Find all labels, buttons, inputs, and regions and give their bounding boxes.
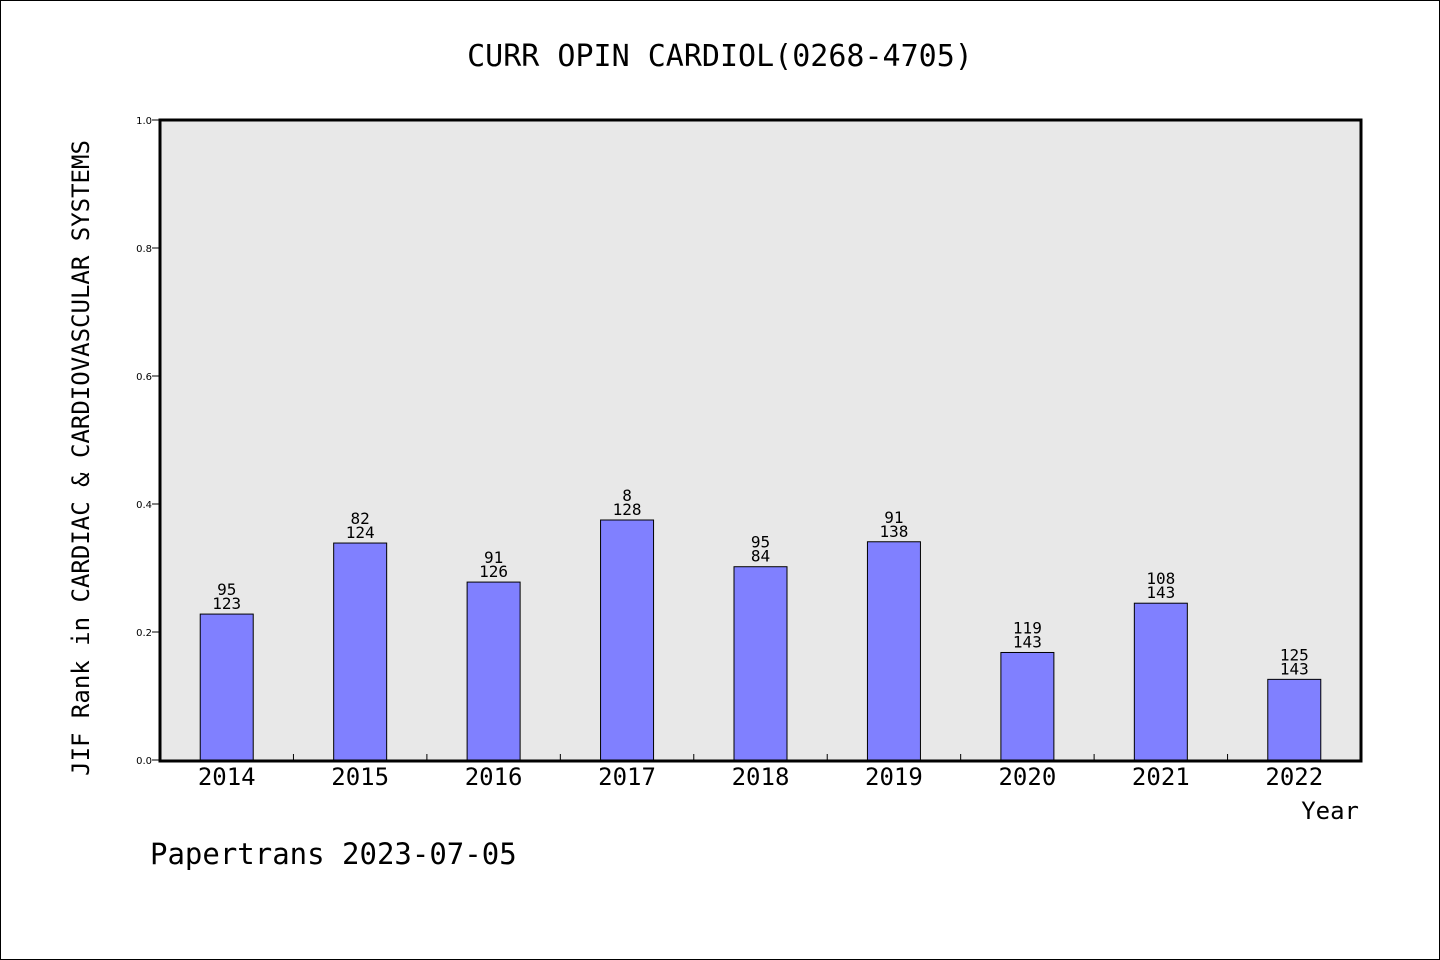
- chart-title: CURR OPIN CARDIOL(0268-4705): [467, 39, 973, 74]
- data-label-rank: 91: [484, 548, 503, 567]
- y-tick-label: 0.4: [136, 500, 152, 511]
- data-label-rank: 91: [884, 508, 903, 527]
- data-label-rank: 95: [217, 580, 236, 599]
- data-label-rank: 8: [622, 486, 632, 505]
- y-axis-ticks: 0.0 0.2 0.4 0.6 0.8 1.0: [136, 116, 160, 767]
- data-label-total: 138: [879, 522, 908, 541]
- x-tick-label: 2021: [1132, 763, 1190, 791]
- x-tick-label: 2014: [198, 763, 256, 791]
- bar: [733, 566, 788, 761]
- footer-text: Papertrans 2023-07-05: [150, 837, 517, 871]
- x-tick-label: 2018: [732, 763, 790, 791]
- data-label-rank: 108: [1146, 569, 1175, 588]
- data-label-total: 123: [212, 594, 241, 613]
- data-label-total: 124: [346, 523, 375, 542]
- bars: [199, 519, 1322, 761]
- x-tick-label: 2016: [465, 763, 523, 791]
- x-tick-label: 2019: [865, 763, 923, 791]
- y-tick-label: 0.0: [136, 756, 152, 767]
- bar: [333, 542, 388, 761]
- bar: [1267, 678, 1322, 761]
- bar: [1133, 602, 1188, 761]
- bar: [866, 541, 921, 761]
- y-tick-label: 1.0: [136, 116, 152, 127]
- bar: [600, 519, 655, 761]
- data-label-rank: 125: [1280, 645, 1309, 664]
- y-tick-label: 0.2: [136, 628, 152, 639]
- data-label-total: 126: [479, 562, 508, 581]
- x-tick-label: 2022: [1265, 763, 1323, 791]
- y-tick-label: 0.6: [136, 372, 152, 383]
- x-axis-label: Year: [1301, 797, 1359, 825]
- data-label-total: 128: [613, 500, 642, 519]
- data-label-rank: 82: [351, 509, 370, 528]
- bar: [1000, 651, 1055, 761]
- x-axis-ticks: 2014 2015 2016 2017 2018 2019 2020 2021 2022: [198, 754, 1323, 791]
- plot-border: [158, 118, 1363, 763]
- bar: [199, 613, 254, 761]
- data-label-rank: 95: [751, 533, 770, 552]
- bar: [466, 581, 521, 761]
- x-tick-label: 2017: [598, 763, 656, 791]
- x-tick-label: 2020: [998, 763, 1056, 791]
- data-labels: 9512382124911268128958491138119143108143…: [212, 486, 1308, 678]
- data-label-rank: 119: [1013, 618, 1042, 637]
- data-label-total: 143: [1013, 632, 1042, 651]
- data-label-total: 143: [1146, 583, 1175, 602]
- data-label-total: 84: [751, 547, 770, 566]
- y-tick-label: 0.8: [136, 244, 152, 255]
- x-tick-label: 2015: [331, 763, 389, 791]
- y-axis-label: JIF Rank in CARDIAC & CARDIOVASCULAR SYS…: [67, 140, 95, 776]
- data-label-total: 143: [1280, 659, 1309, 678]
